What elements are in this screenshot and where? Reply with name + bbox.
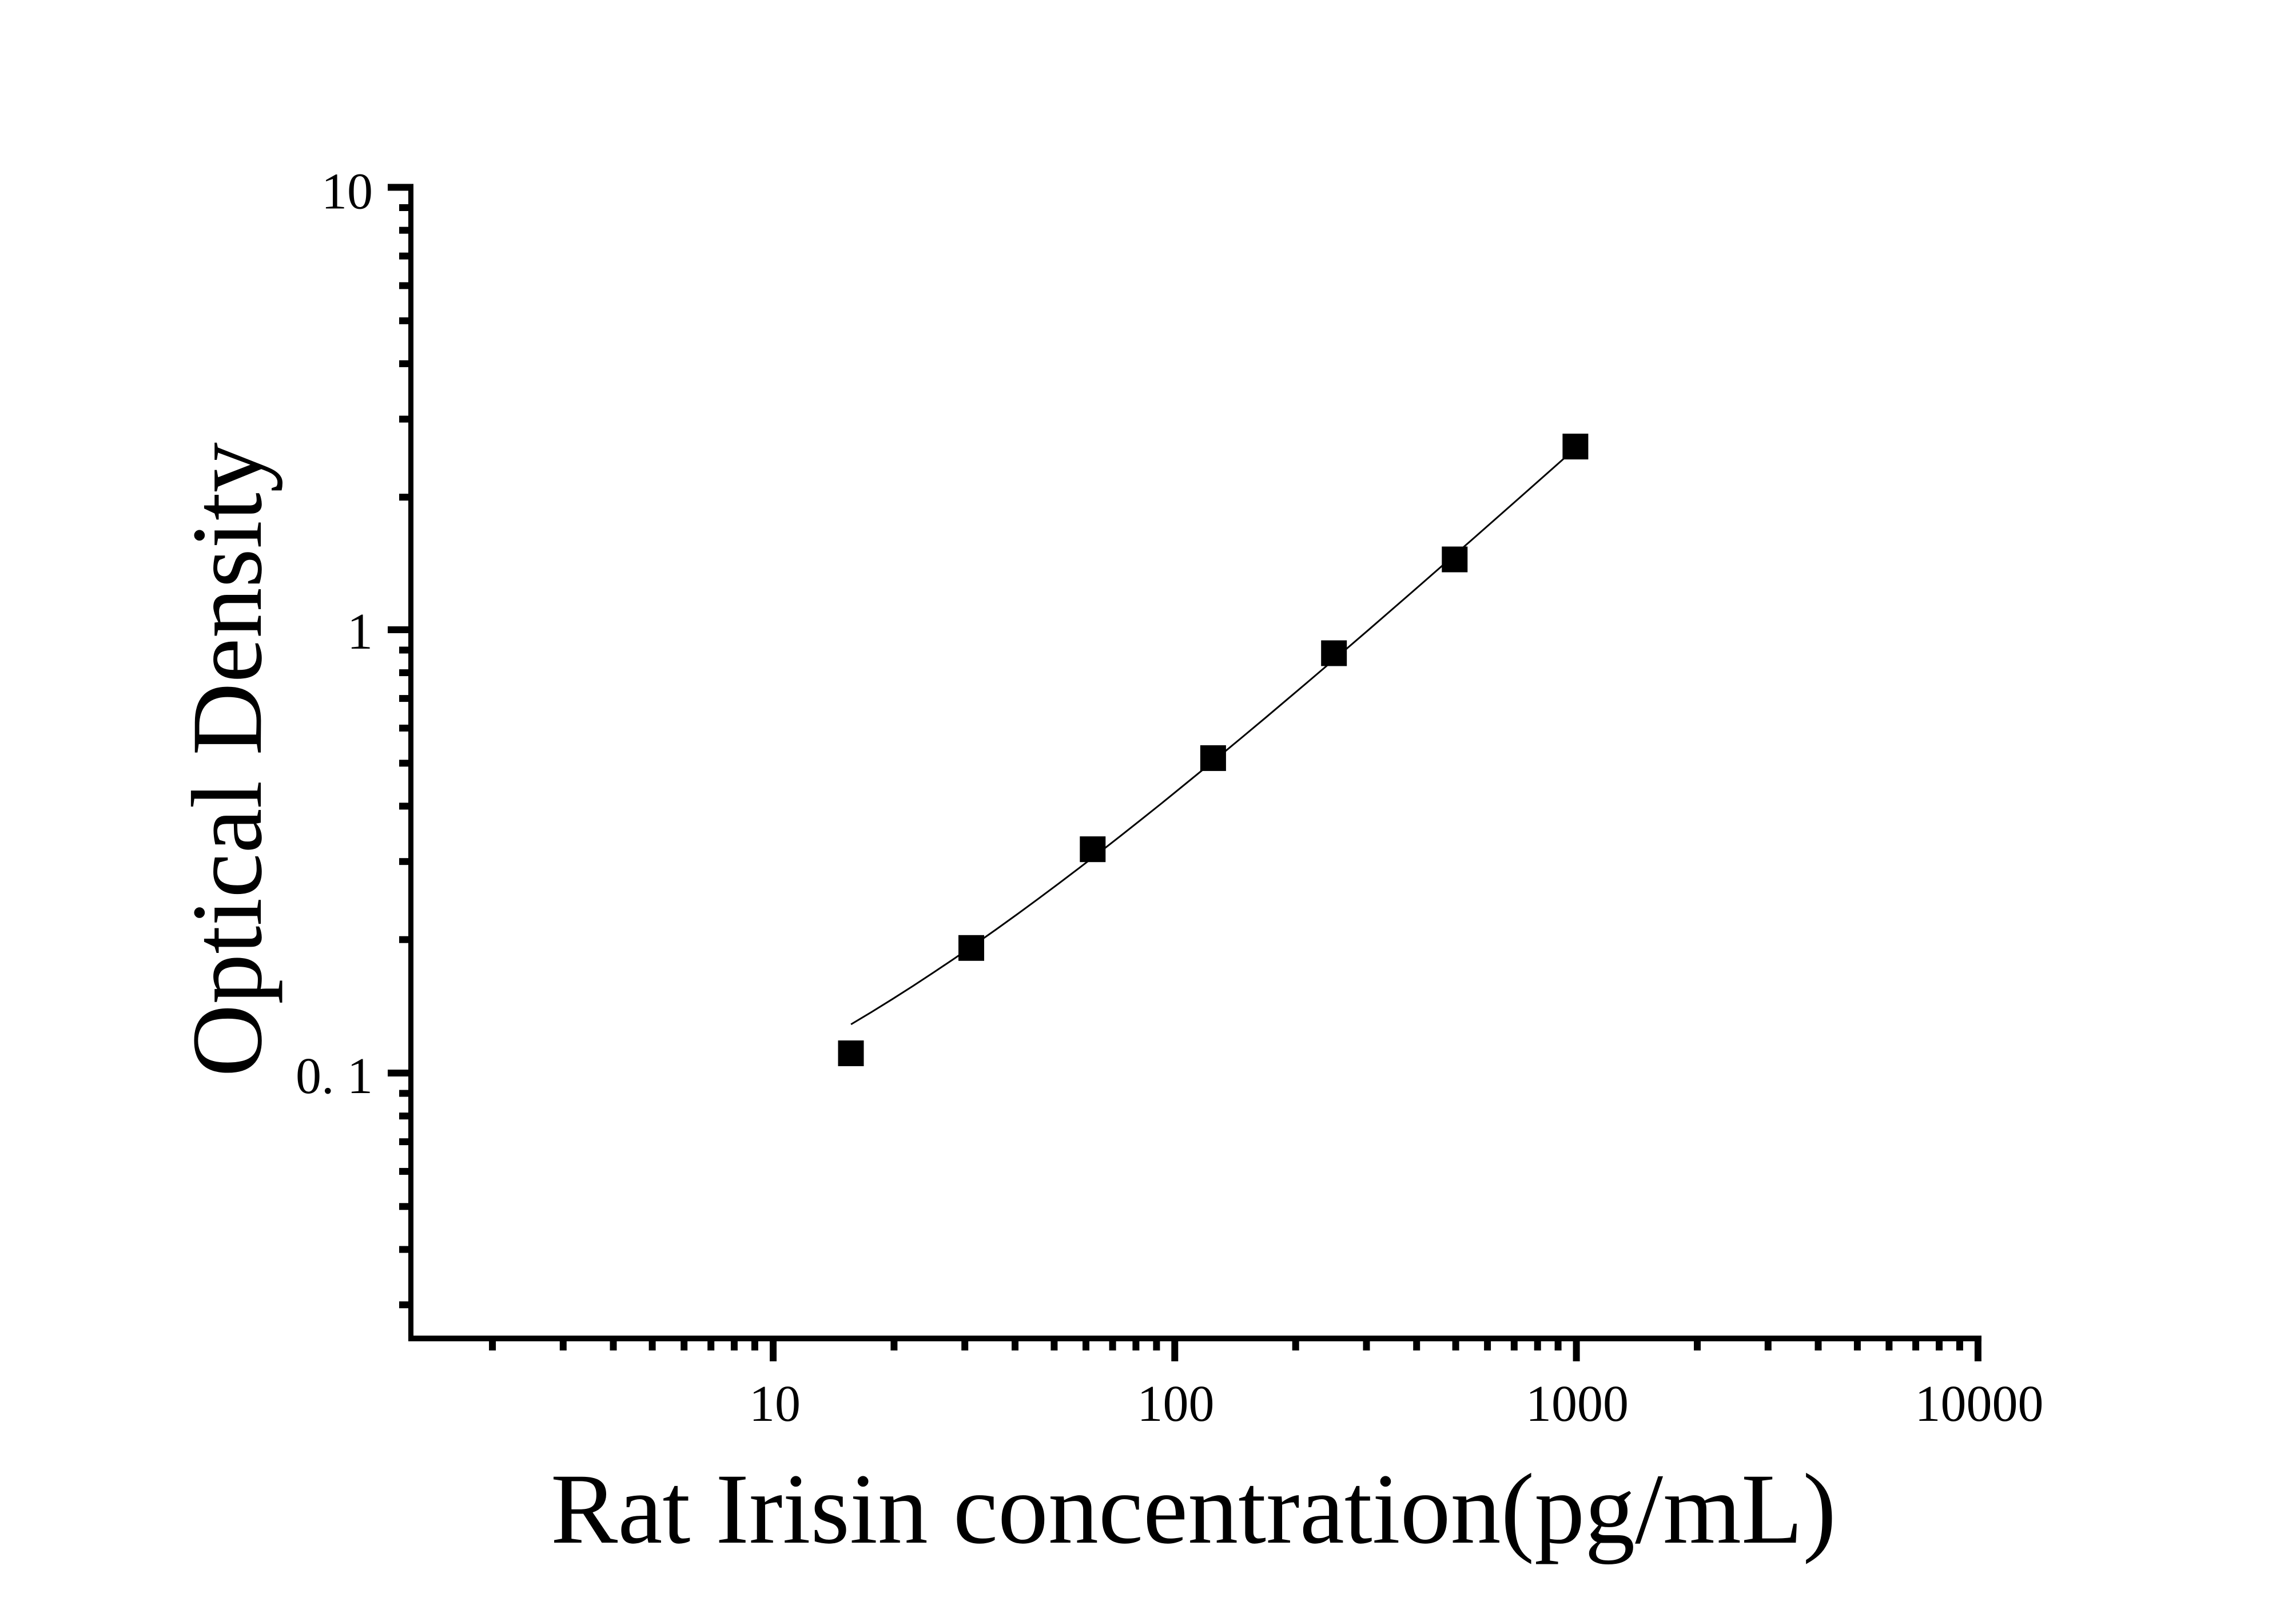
svg-text:10: 10 xyxy=(321,164,373,220)
svg-text:10: 10 xyxy=(749,1376,801,1432)
svg-text:100: 100 xyxy=(1137,1376,1215,1432)
svg-text:1: 1 xyxy=(347,603,373,660)
svg-text:Rat Irisin concentration(pg/mL: Rat Irisin concentration(pg/mL) xyxy=(551,1453,1836,1565)
svg-text:0. 1: 0. 1 xyxy=(296,1048,373,1105)
svg-text:Optical Density: Optical Density xyxy=(172,442,283,1077)
svg-text:1000: 1000 xyxy=(1526,1376,1629,1432)
svg-text:10000: 10000 xyxy=(1915,1376,2044,1432)
